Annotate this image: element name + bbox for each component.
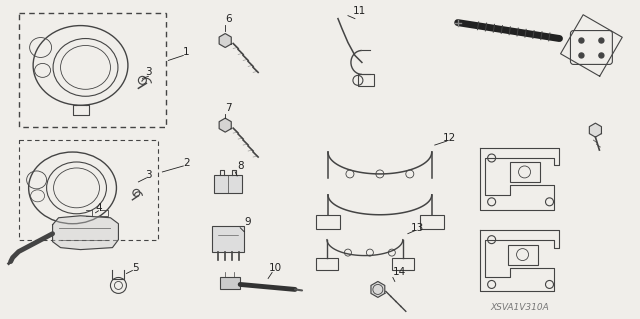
Polygon shape bbox=[589, 123, 602, 137]
Circle shape bbox=[599, 53, 604, 58]
Text: 4: 4 bbox=[95, 203, 102, 213]
Polygon shape bbox=[371, 281, 385, 297]
Polygon shape bbox=[219, 33, 231, 48]
FancyBboxPatch shape bbox=[214, 175, 242, 193]
Text: 12: 12 bbox=[443, 133, 456, 143]
Text: 2: 2 bbox=[183, 158, 189, 168]
Text: 6: 6 bbox=[225, 14, 232, 24]
Text: 5: 5 bbox=[132, 263, 139, 272]
Text: 1: 1 bbox=[183, 48, 189, 57]
Polygon shape bbox=[52, 216, 118, 249]
Text: 13: 13 bbox=[411, 223, 424, 233]
Text: 3: 3 bbox=[145, 67, 152, 78]
Text: 10: 10 bbox=[269, 263, 282, 272]
Text: XSVA1V310A: XSVA1V310A bbox=[490, 303, 549, 312]
Circle shape bbox=[579, 53, 584, 58]
Circle shape bbox=[599, 38, 604, 43]
Text: 11: 11 bbox=[353, 6, 367, 16]
Polygon shape bbox=[219, 118, 231, 132]
Text: 7: 7 bbox=[225, 103, 232, 113]
Text: 9: 9 bbox=[245, 217, 252, 227]
Text: 8: 8 bbox=[237, 161, 243, 171]
FancyBboxPatch shape bbox=[212, 226, 244, 252]
FancyBboxPatch shape bbox=[220, 278, 240, 289]
Circle shape bbox=[579, 38, 584, 43]
Text: 14: 14 bbox=[393, 266, 406, 277]
Text: 3: 3 bbox=[145, 170, 152, 180]
